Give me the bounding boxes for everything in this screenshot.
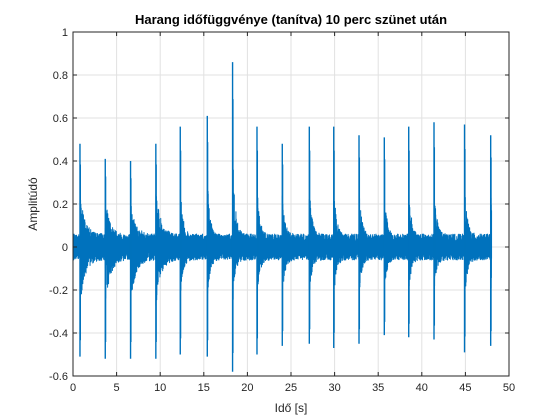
y-tick-label: 0.6 [53, 113, 68, 125]
y-tick-label: -0.4 [49, 328, 68, 340]
x-tick-label: 35 [372, 382, 384, 394]
y-tick-label: 1 [62, 27, 68, 39]
x-tick-label: 40 [416, 382, 428, 394]
x-tick-label: 20 [241, 382, 253, 394]
y-tick-label: 0.4 [53, 156, 68, 168]
x-tick-label: 0 [70, 382, 76, 394]
x-tick-label: 25 [285, 382, 297, 394]
y-axis-label: Amplitúdó [26, 177, 40, 231]
x-tick-label: 5 [114, 382, 120, 394]
signal-series [72, 62, 493, 372]
y-tick-label: 0.2 [53, 199, 68, 211]
y-tick-label: -0.6 [49, 371, 68, 383]
x-axis-label: Idő [s] [275, 401, 308, 415]
x-tick-label: 50 [503, 382, 515, 394]
y-tick-label: -0.2 [49, 285, 68, 297]
y-tick-label: 0.8 [53, 70, 68, 82]
x-tick-label: 10 [154, 382, 166, 394]
y-tick-label: 0 [62, 242, 68, 254]
x-tick-label: 45 [459, 382, 471, 394]
axis-ticks: 0 5 10 15 20 25 30 35 40 45 50 -0.6 -0.4 -0.2 0 0.2 0.4 0… [49, 27, 515, 394]
x-tick-label: 15 [198, 382, 210, 394]
x-tick-label: 30 [328, 382, 340, 394]
chart-title: Harang időfüggvénye (tanítva) 10 perc sz… [135, 12, 447, 27]
